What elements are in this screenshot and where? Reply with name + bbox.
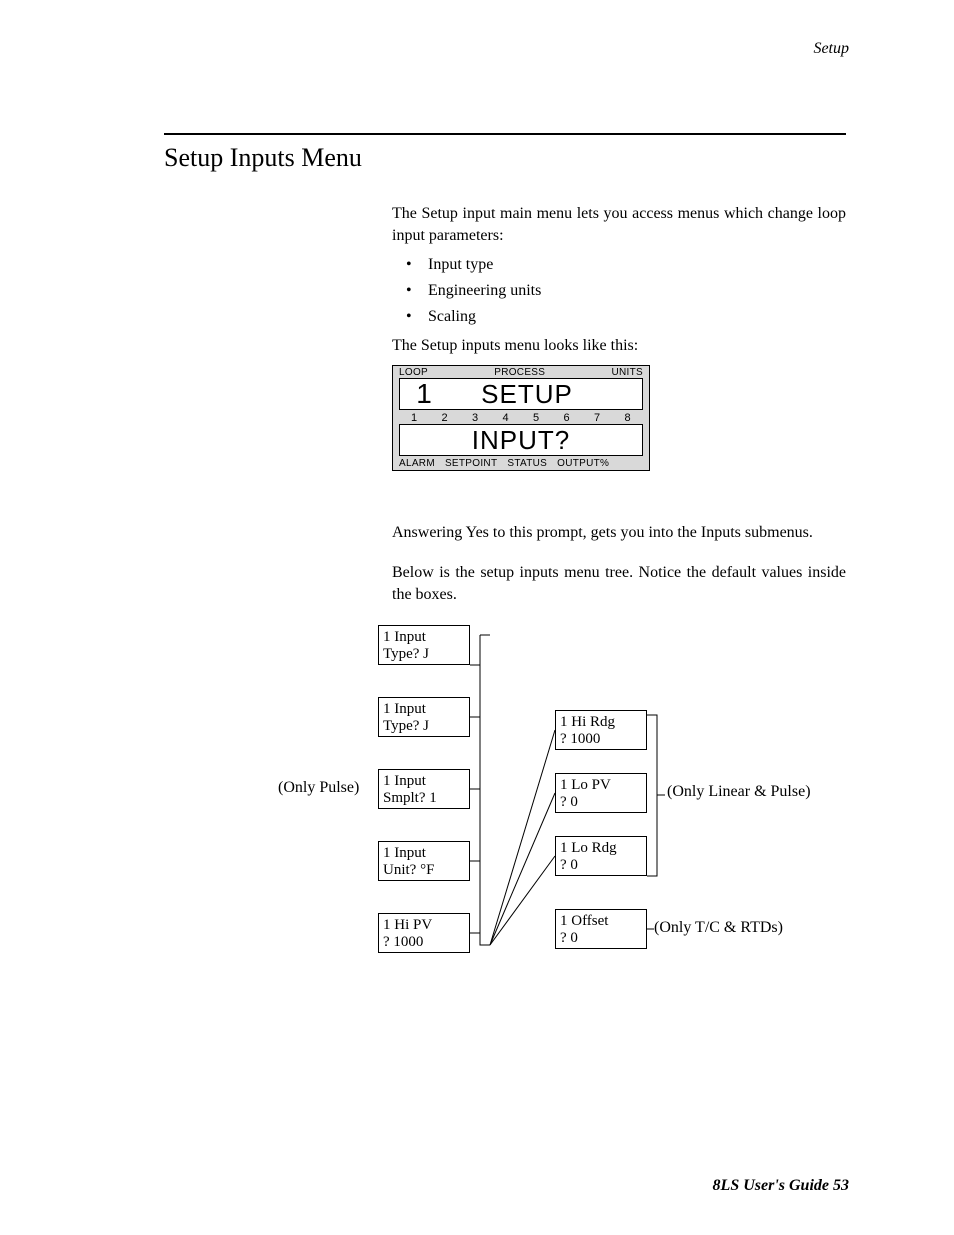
tree-box: 1 Lo PV ? 0: [555, 773, 647, 813]
display-bottom-labels: ALARM SETPOINT STATUS OUTPUT%: [393, 457, 649, 470]
input-text: INPUT?: [400, 425, 642, 456]
tree-line: ? 0: [560, 930, 642, 947]
tree-line: ? 1000: [560, 731, 642, 748]
tree-line: Unit? °F: [383, 862, 465, 879]
tree-line: 1 Hi Rdg: [560, 714, 642, 731]
display-mid-labels: 1 2 3 4 5 6 7 8: [393, 411, 649, 424]
list-item: Engineering units: [406, 282, 541, 300]
tree-line: 1 Lo Rdg: [560, 840, 642, 857]
tree-line: 1 Input: [383, 845, 465, 862]
tree-line: 1 Hi PV: [383, 917, 465, 934]
mid-n: 7: [594, 412, 600, 424]
mid-n: 2: [442, 412, 448, 424]
tree-box: 1 Offset ? 0: [555, 909, 647, 949]
label-alarm: ALARM: [399, 458, 435, 469]
mid-n: 8: [625, 412, 631, 424]
section-title: Setup Inputs Menu: [164, 143, 362, 173]
tree-line: ? 1000: [383, 934, 465, 951]
loop-number: 1: [400, 378, 442, 410]
section-rule: [164, 133, 846, 135]
tree-line: Smplt? 1: [383, 790, 465, 807]
only-linear-label: (Only Linear & Pulse): [667, 783, 811, 801]
tree-box: 1 Input Type? J: [378, 625, 470, 665]
tree-line: 1 Lo PV: [560, 777, 642, 794]
mid-n: 5: [533, 412, 539, 424]
display-panel: LOOP PROCESS UNITS 1 SETUP 1 2 3 4 5 6 7…: [392, 365, 650, 471]
tree-box: 1 Input Type? J: [378, 697, 470, 737]
label-output: OUTPUT%: [557, 458, 609, 469]
tree-line: 1 Input: [383, 629, 465, 646]
tree-connector-lines: [0, 0, 954, 1235]
display-row-1: 1 SETUP: [399, 378, 643, 410]
tree-box: 1 Input Smplt? 1: [378, 769, 470, 809]
tree-line: ? 0: [560, 794, 642, 811]
tree-line: 1 Offset: [560, 913, 642, 930]
mid-n: 3: [472, 412, 478, 424]
tree-box: 1 Lo Rdg ? 0: [555, 836, 647, 876]
looks-like-text: The Setup inputs menu looks like this:: [392, 335, 846, 357]
mid-n: 1: [411, 412, 417, 424]
setup-text: SETUP: [442, 379, 642, 410]
page-footer: 8LS User's Guide 53: [713, 1177, 849, 1195]
label-status: STATUS: [507, 458, 547, 469]
label-process: PROCESS: [494, 367, 545, 378]
list-item: Input type: [406, 256, 541, 274]
page-header-section: Setup: [813, 40, 849, 58]
tree-box: 1 Hi PV ? 1000: [378, 913, 470, 953]
tree-line: Type? J: [383, 718, 465, 735]
display-top-labels: LOOP PROCESS UNITS: [393, 366, 649, 378]
list-item: Scaling: [406, 308, 541, 326]
tree-box: 1 Input Unit? °F: [378, 841, 470, 881]
only-tc-label: (Only T/C & RTDs): [654, 919, 783, 937]
mid-n: 4: [503, 412, 509, 424]
tree-box: 1 Hi Rdg ? 1000: [555, 710, 647, 750]
only-pulse-label: (Only Pulse): [278, 779, 359, 797]
bullet-list: Input type Engineering units Scaling: [406, 256, 541, 334]
mid-n: 6: [564, 412, 570, 424]
tree-line: 1 Input: [383, 773, 465, 790]
below-paragraph: Below is the setup inputs menu tree. Not…: [392, 562, 846, 605]
label-setpoint: SETPOINT: [445, 458, 497, 469]
tree-line: ? 0: [560, 857, 642, 874]
intro-paragraph: The Setup input main menu lets you acces…: [392, 203, 846, 246]
label-units: UNITS: [611, 367, 643, 378]
tree-line: Type? J: [383, 646, 465, 663]
tree-line: 1 Input: [383, 701, 465, 718]
display-row-2: INPUT?: [399, 424, 643, 456]
answer-paragraph: Answering Yes to this prompt, gets you i…: [392, 522, 846, 544]
label-loop: LOOP: [399, 367, 428, 378]
